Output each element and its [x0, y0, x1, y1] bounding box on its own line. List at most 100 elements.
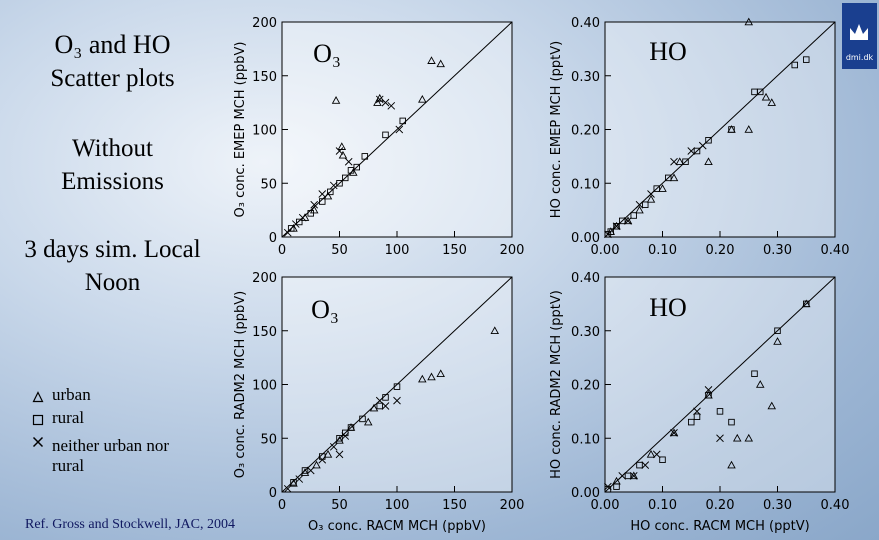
legend-label: neither urban nor rural	[52, 436, 170, 475]
point-neither	[687, 147, 696, 155]
point-neither	[381, 402, 390, 410]
legend-label: rural	[52, 408, 85, 427]
point-neither	[652, 450, 661, 459]
point-rural	[705, 392, 712, 399]
y-axis-label: HO conc. EMEP MCH (pptV)	[549, 41, 564, 218]
x-tick-label: 150	[442, 498, 467, 513]
point-urban	[669, 173, 679, 182]
x-tick-label: 200	[500, 243, 525, 258]
point-urban	[427, 372, 436, 381]
point-rural	[336, 435, 343, 442]
point-neither	[647, 190, 655, 198]
point-rural	[296, 218, 303, 226]
point-urban	[323, 191, 333, 200]
point-neither	[298, 213, 307, 222]
y-axis-label: O₃ conc. EMEP MCH (ppbV)	[233, 42, 248, 218]
point-rural	[716, 408, 724, 415]
point-urban	[669, 428, 679, 437]
point-neither	[393, 396, 401, 405]
condition: Without Emissions	[61, 135, 164, 195]
point-neither	[704, 386, 713, 394]
identity-line	[604, 21, 836, 238]
point-rural	[342, 174, 349, 182]
point-urban	[323, 449, 333, 458]
legend-symbol	[32, 414, 44, 426]
y-tick-label: 0.10	[571, 177, 600, 192]
point-rural	[301, 467, 309, 474]
y-tick-label: 0.40	[571, 16, 600, 31]
y-axis-label: O₃ conc. RADM2 MCH (ppbV)	[233, 291, 248, 478]
x-tick-label: 100	[385, 243, 410, 258]
point-neither	[295, 475, 304, 483]
point-urban	[755, 380, 765, 388]
y-tick-label: 200	[252, 16, 277, 31]
point-neither	[381, 98, 390, 107]
point-neither	[310, 200, 319, 209]
slide-subtitle: Scatter plots	[50, 65, 175, 92]
point-rural	[613, 222, 620, 230]
point-urban	[436, 59, 445, 68]
point-neither	[329, 181, 338, 190]
x-tick-label: 0.30	[763, 243, 792, 258]
point-urban	[646, 194, 656, 203]
y-tick-label: 200	[252, 271, 277, 286]
point-urban	[767, 98, 777, 106]
point-urban	[761, 92, 771, 101]
point-neither	[387, 102, 396, 110]
y-tick-label: 0.20	[571, 124, 600, 139]
point-neither	[335, 450, 344, 459]
plot-label: O₃	[311, 295, 339, 324]
point-urban	[309, 205, 319, 214]
y-tick-label: 50	[260, 177, 277, 192]
point-urban	[646, 449, 656, 458]
point-rural	[376, 402, 384, 410]
point-neither	[291, 220, 300, 228]
point-urban	[490, 326, 500, 334]
legend-symbol	[32, 436, 44, 448]
point-rural	[399, 117, 407, 125]
point-rural	[705, 136, 712, 144]
point-rural	[693, 147, 701, 155]
point-neither	[670, 157, 678, 166]
point-neither	[641, 461, 650, 469]
point-urban	[629, 471, 639, 480]
point-neither	[716, 434, 724, 443]
point-urban	[300, 468, 310, 476]
point-urban	[744, 125, 754, 133]
x-tick-label: 0.10	[648, 498, 677, 513]
y-tick-label: 0.40	[571, 271, 600, 286]
point-urban	[418, 94, 427, 103]
point-rural	[336, 179, 343, 187]
point-urban	[436, 369, 445, 377]
point-rural	[613, 483, 620, 490]
plot-label: HO	[649, 37, 687, 66]
point-neither	[604, 230, 612, 239]
point-neither	[283, 484, 292, 493]
x-tick-label: 0	[278, 498, 286, 513]
point-urban	[635, 205, 644, 214]
point-neither	[612, 222, 621, 231]
point-neither	[670, 429, 678, 437]
point-neither	[335, 147, 344, 155]
point-rural	[774, 327, 781, 335]
legend-label: urban	[52, 385, 91, 404]
point-rural	[688, 418, 695, 426]
y-tick-label: 100	[252, 124, 277, 139]
legend-symbol	[32, 391, 44, 403]
point-neither	[624, 217, 632, 225]
point-neither	[318, 190, 327, 198]
point-rural	[791, 61, 799, 69]
point-rural	[327, 188, 334, 196]
point-neither	[604, 482, 612, 491]
point-neither	[395, 125, 404, 134]
x-tick-label: 0.40	[821, 498, 850, 513]
y-axis-label: HO conc. RADM2 MCH (pptV)	[549, 290, 564, 479]
point-neither	[329, 443, 338, 451]
point-rural	[361, 153, 369, 160]
point-neither	[344, 157, 353, 166]
point-rural	[287, 225, 295, 232]
point-urban	[623, 216, 633, 225]
point-urban	[427, 56, 436, 64]
point-urban	[349, 168, 358, 176]
